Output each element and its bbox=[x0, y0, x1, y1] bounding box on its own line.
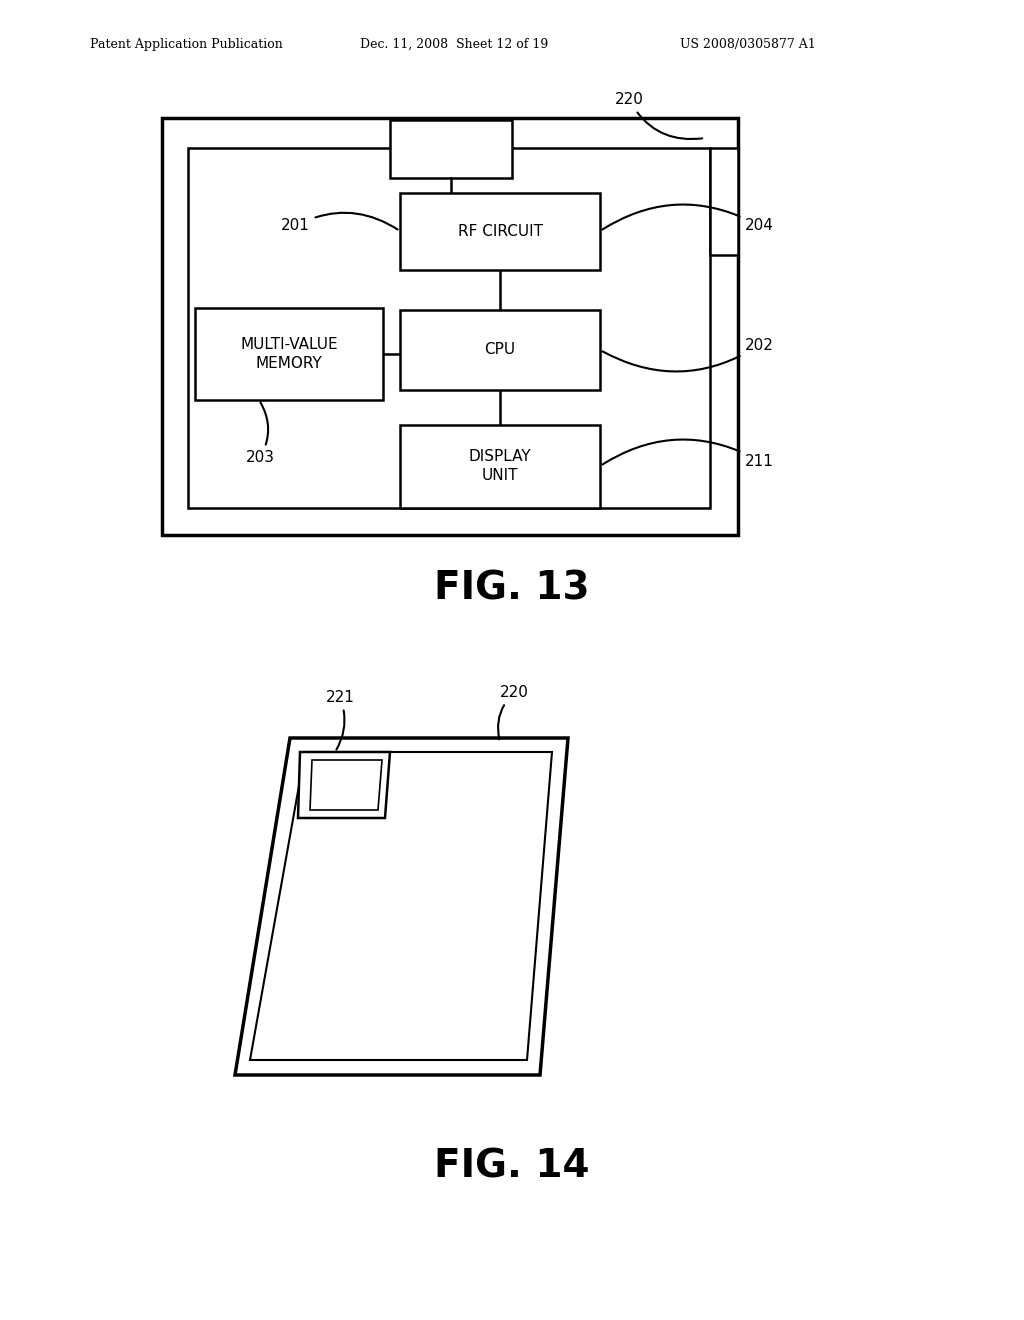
Text: 203: 203 bbox=[246, 403, 274, 465]
Text: FIG. 14: FIG. 14 bbox=[434, 1148, 590, 1185]
Text: 220: 220 bbox=[615, 92, 702, 139]
Text: DISPLAY
UNIT: DISPLAY UNIT bbox=[469, 449, 531, 483]
Text: MULTI-VALUE
MEMORY: MULTI-VALUE MEMORY bbox=[241, 337, 338, 371]
Bar bbox=[400, 425, 600, 508]
Bar bbox=[390, 120, 512, 178]
Text: US 2008/0305877 A1: US 2008/0305877 A1 bbox=[680, 38, 816, 51]
Text: CPU: CPU bbox=[484, 342, 515, 358]
Text: Patent Application Publication: Patent Application Publication bbox=[90, 38, 283, 51]
Polygon shape bbox=[250, 752, 552, 1060]
Text: Dec. 11, 2008  Sheet 12 of 19: Dec. 11, 2008 Sheet 12 of 19 bbox=[360, 38, 548, 51]
Text: RF CIRCUIT: RF CIRCUIT bbox=[458, 223, 543, 239]
Text: 204: 204 bbox=[602, 205, 774, 234]
Text: 220: 220 bbox=[498, 685, 528, 739]
Text: 202: 202 bbox=[602, 338, 774, 371]
Text: FIG. 13: FIG. 13 bbox=[434, 570, 590, 609]
Text: 201: 201 bbox=[282, 213, 397, 234]
Bar bbox=[188, 148, 710, 508]
Text: 211: 211 bbox=[602, 440, 774, 469]
Polygon shape bbox=[234, 738, 568, 1074]
Bar bbox=[400, 193, 600, 271]
Bar bbox=[195, 308, 383, 400]
Text: 221: 221 bbox=[326, 690, 354, 750]
Polygon shape bbox=[310, 760, 382, 810]
Polygon shape bbox=[298, 752, 390, 818]
Bar bbox=[162, 117, 738, 535]
Bar bbox=[400, 310, 600, 389]
Bar bbox=[710, 148, 738, 255]
